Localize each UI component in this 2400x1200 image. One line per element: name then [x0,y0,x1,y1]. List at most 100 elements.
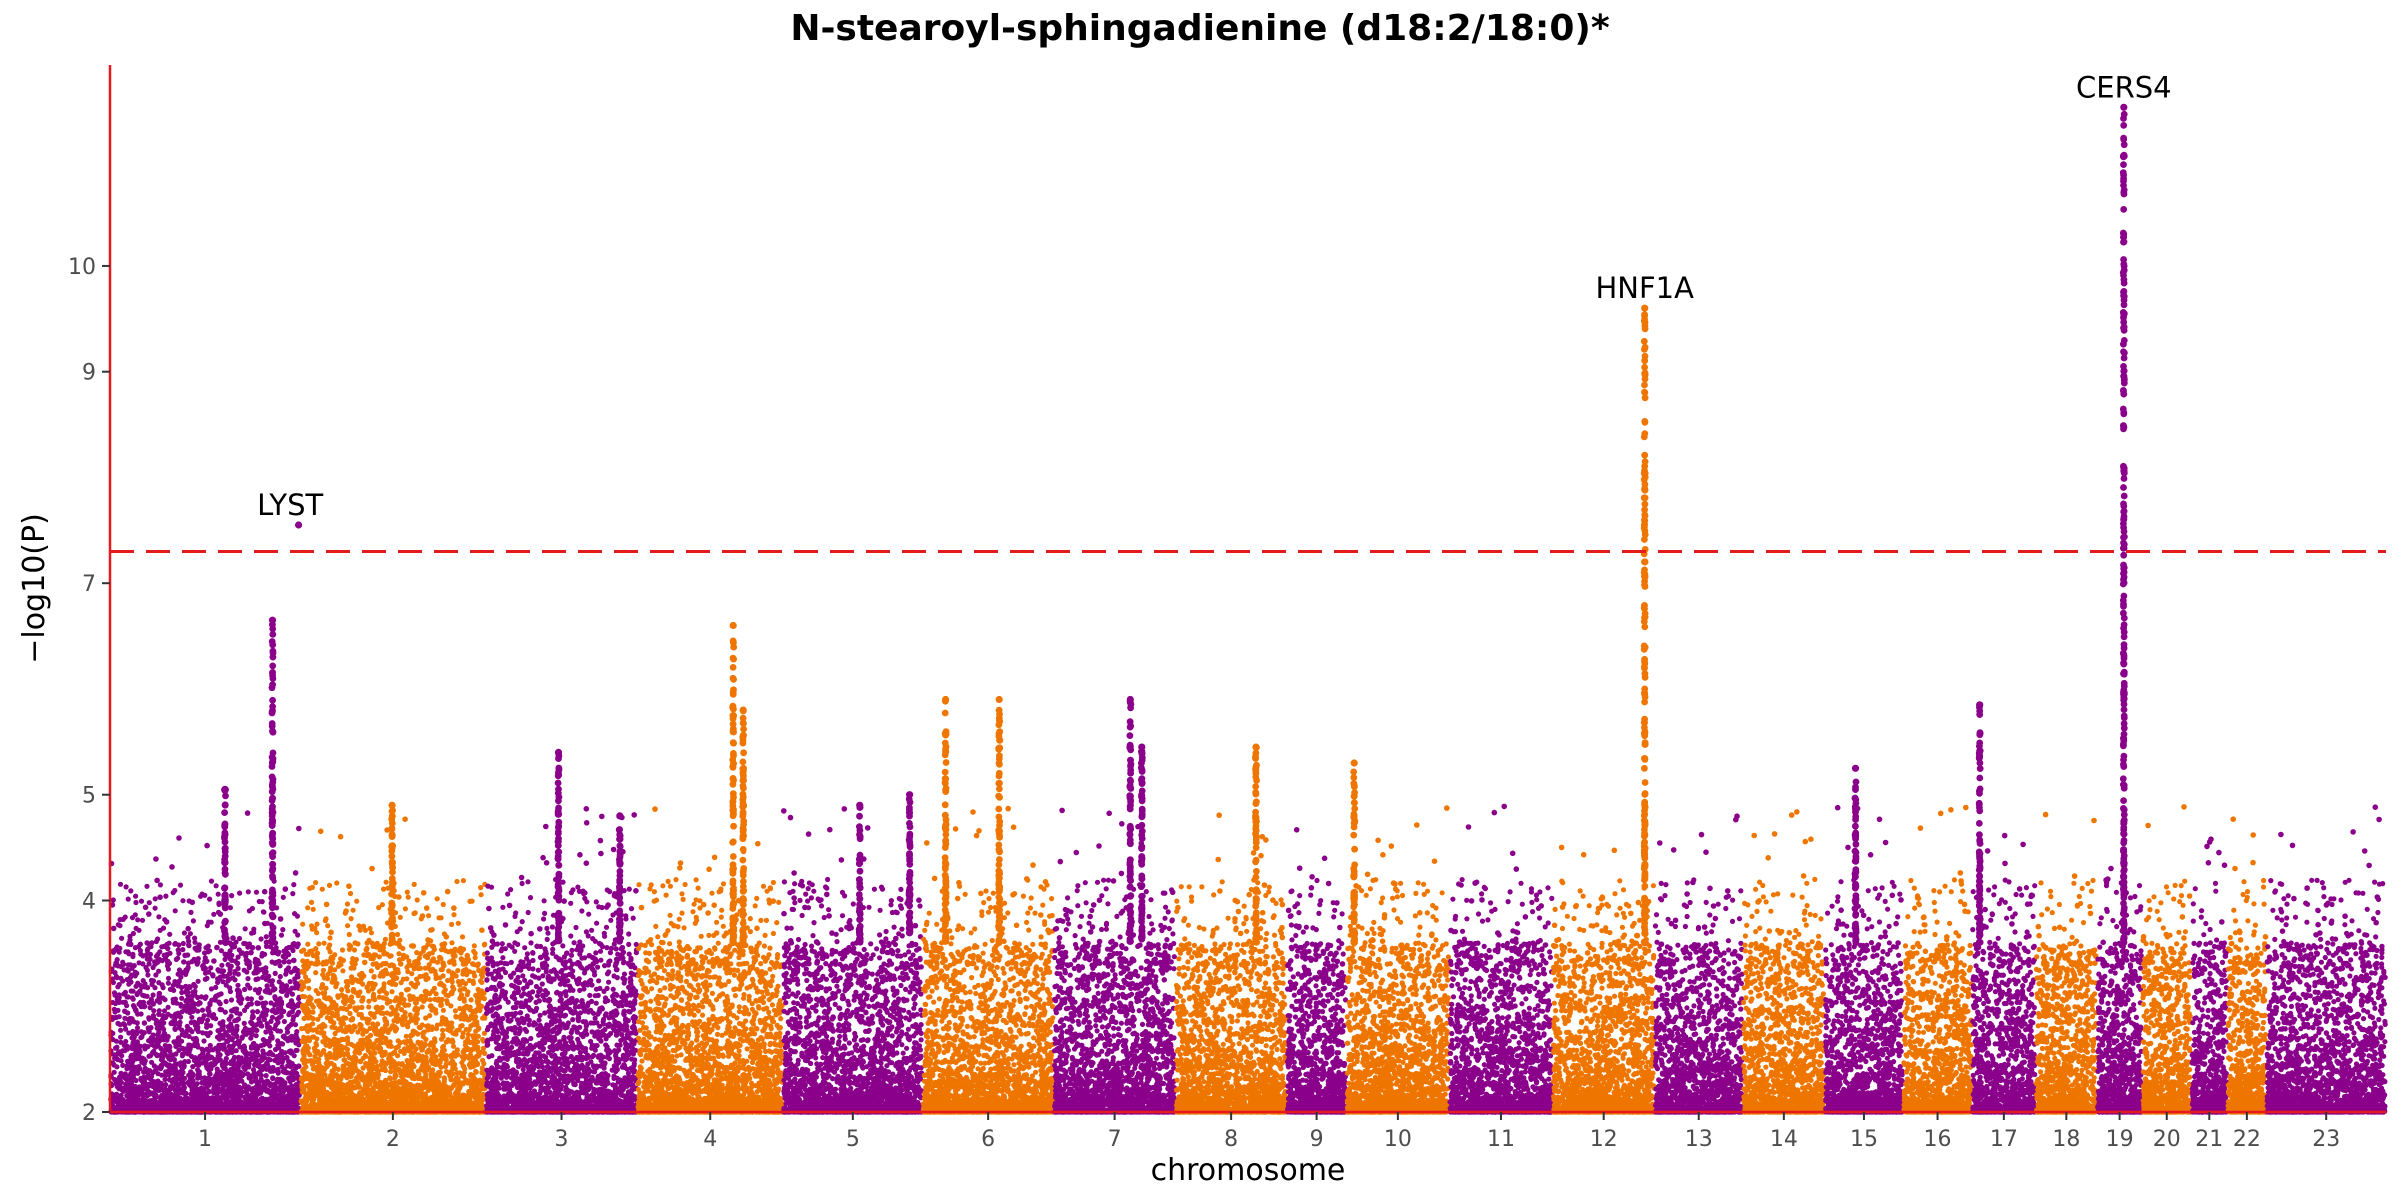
snp-point [288,998,295,1004]
snp-point [118,1058,124,1064]
snp-point [169,864,175,870]
snp-point [230,935,236,941]
snp-point [124,1063,130,1069]
snp-point [250,1009,256,1015]
snp-point [245,996,251,1002]
snp-point [168,1057,174,1063]
snp-point [295,932,301,938]
snp-point [199,891,205,897]
snp-point [194,961,200,967]
snp-point [126,981,132,987]
snp-point [269,1093,275,1099]
snp-point [135,990,141,996]
snp-point [206,1012,212,1018]
snp-point [150,1082,156,1088]
snp-point [274,1016,280,1022]
snp-point [190,1073,196,1079]
snp-point [144,883,150,889]
snp-point [138,1075,144,1081]
snp-point [280,927,286,933]
snp-point [200,966,206,972]
snp-point [111,1069,117,1075]
snp-point [122,1015,128,1021]
snp-point [212,1096,218,1102]
snp-point [130,1003,137,1009]
snp-point [146,1026,153,1032]
snp-point [167,931,173,937]
snp-point [180,1103,187,1109]
snp-point [131,1034,137,1040]
snp-point [113,960,119,966]
snp-point [219,962,225,968]
snp-point [208,965,214,971]
snp-point [125,994,131,1000]
snp-point [160,985,166,991]
snp-point [175,955,181,961]
snp-point [286,959,292,965]
snp-point [113,1000,119,1007]
snp-point [255,976,261,982]
snp-point [275,951,281,957]
snp-point [192,945,198,952]
snp-point [251,929,257,936]
snp-point [153,1067,159,1073]
snp-point [194,1105,200,1111]
snp-point [151,1008,157,1014]
snp-point [277,916,284,922]
snp-point [236,988,242,994]
snp-point [299,1026,305,1032]
snp-point [117,917,123,923]
snp-point [288,1004,294,1010]
snp-point [127,941,134,948]
snp-point [261,1003,267,1010]
snp-point [411,881,417,888]
snp-point [261,888,268,895]
snp-point [118,1034,124,1040]
snp-point [127,933,133,940]
snp-point [192,991,198,998]
snp-point [253,1050,259,1057]
snp-point [389,989,395,995]
snp-point [313,880,319,886]
snp-point [147,951,153,958]
snp-point [207,1042,213,1049]
snp-point [125,1102,132,1108]
snp-point [270,946,277,953]
snp-point [272,986,278,992]
snp-point [320,967,327,973]
snp-point [179,1069,185,1075]
snp-point [244,958,251,964]
snp-point [278,932,285,938]
snp-point [201,1102,207,1108]
snp-point [230,975,236,981]
snp-point [166,1062,172,1068]
snp-point [270,1076,276,1082]
snp-point [231,1029,237,1035]
snp-point [172,941,178,947]
snp-point [243,1062,249,1068]
snp-point [468,997,474,1003]
snp-point [246,1100,252,1107]
snp-point [157,949,163,955]
snp-point [156,914,162,920]
snp-point [279,1041,286,1047]
snp-point [368,968,374,974]
snp-point [150,1001,156,1007]
snp-point [228,1093,234,1099]
snp-point [219,1044,225,1050]
snp-point [137,1066,143,1072]
snp-point [204,842,210,849]
snp-point [138,1043,144,1049]
snp-point [125,1058,131,1064]
snp-point [254,1062,260,1069]
snp-point [235,1079,241,1085]
snp-point [146,1016,152,1022]
snp-point [227,1103,233,1109]
snp-point [191,1093,197,1099]
snp-point [272,970,278,977]
snp-point [179,1027,185,1033]
snp-point [284,967,290,973]
snp-point [232,1018,238,1024]
snp-point [170,982,176,988]
snp-point [185,934,191,941]
